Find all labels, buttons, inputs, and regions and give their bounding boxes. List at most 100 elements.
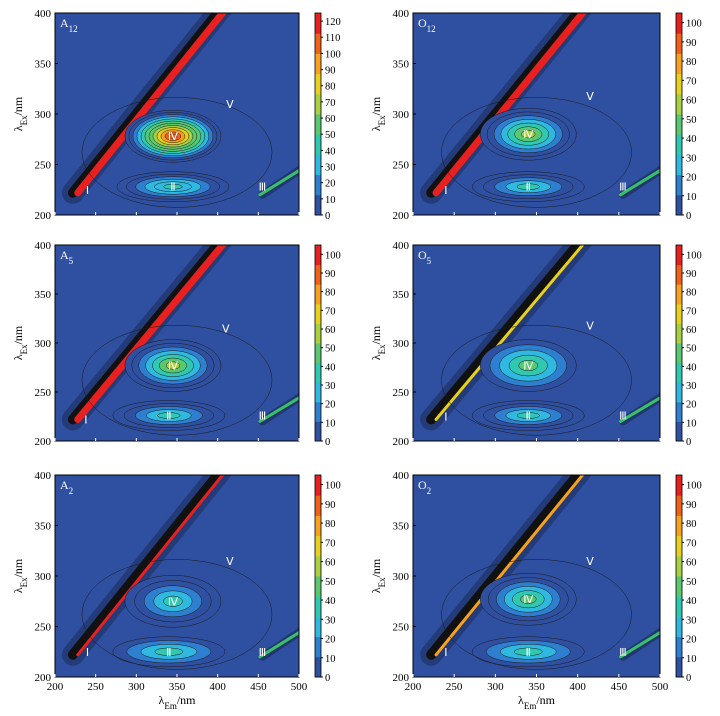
y-tick-label: 400 <box>393 240 410 252</box>
y-tick-label: 350 <box>393 289 410 301</box>
colorbar-frame <box>314 244 322 442</box>
colorbar-tick-label: 0 <box>686 437 691 448</box>
colorbar-segment <box>315 555 321 577</box>
colorbar-tick-label: 20 <box>325 400 336 411</box>
peak-contour <box>168 133 178 139</box>
colorbar-segment <box>676 636 682 658</box>
colorbar-segment <box>676 174 682 196</box>
colorbar: 0 10 20 30 40 50 60 70 80 90 100 <box>675 474 702 684</box>
colorbar-segment <box>315 264 321 285</box>
colorbar-tick-label: 50 <box>686 344 697 355</box>
colorbar-segment <box>676 343 682 364</box>
colorbar-segment <box>315 382 321 403</box>
eem-panel-2: Ⅰ Ⅱ Ⅲ Ⅳ Ⅴ A5 200 250 300 350 400 λEx/nm 0 10 20 30 40 50 6… <box>11 240 341 448</box>
y-tick-label: 200 <box>35 210 52 222</box>
region-v-contour <box>441 559 632 670</box>
colorbar-segment <box>315 421 321 442</box>
eem-panel-3: Ⅰ Ⅱ Ⅲ Ⅳ Ⅴ O5 200 250 300 350 400 λEx/nm 0 10 20 30 40 50 6… <box>369 240 702 448</box>
scatter-band-core <box>74 13 228 197</box>
panel-label: O5 <box>418 248 432 266</box>
colorbar-frame <box>675 474 683 678</box>
y-tick-label: 350 <box>35 59 52 71</box>
peak-label: Ⅴ <box>226 556 234 568</box>
colorbar-tick-label: 50 <box>325 344 336 355</box>
colorbar-segment <box>315 245 321 266</box>
peak-label: Ⅴ <box>586 556 594 568</box>
colorbar-tick-label: 10 <box>325 195 336 206</box>
colorbar-tick-label: 60 <box>686 558 697 569</box>
peak-label: Ⅳ <box>523 129 534 141</box>
peak-label: Ⅴ <box>586 320 594 332</box>
colorbar-segment <box>315 475 321 496</box>
peak-label: Ⅰ <box>444 412 447 424</box>
peak-label: Ⅰ <box>86 185 89 197</box>
eem-panel-1: Ⅰ Ⅱ Ⅲ Ⅳ Ⅴ O12 200 250 300 350 400 λEx/nm 0 10 20 30 40 50… <box>369 8 702 222</box>
colorbar: 0 10 20 30 40 50 60 70 80 90 100 <box>675 12 702 222</box>
colorbar-segment <box>315 73 321 95</box>
colorbar-segment <box>315 174 321 196</box>
colorbar-tick-label: 120 <box>325 17 341 28</box>
panel-label: A5 <box>60 248 74 266</box>
second-order-band <box>258 396 299 423</box>
colorbar-tick-label: 70 <box>325 306 336 317</box>
peak-label: Ⅲ <box>259 647 267 659</box>
colorbar-segment <box>315 576 321 597</box>
colorbar-segment <box>315 596 321 617</box>
second-order-band <box>618 630 660 659</box>
colorbar-tick-label: 0 <box>686 211 691 222</box>
y-tick-label: 250 <box>393 387 410 399</box>
colorbar-segment <box>315 616 321 638</box>
peak-contour <box>154 647 184 656</box>
region-v-contour <box>81 559 273 670</box>
colorbar-tick-label: 70 <box>325 98 336 109</box>
colorbar-segment <box>676 401 682 422</box>
panel-label: A2 <box>60 478 73 496</box>
x-axis-label: λEm/nm <box>159 693 197 711</box>
peak-contour <box>157 412 181 419</box>
scatter-band-core <box>432 13 588 197</box>
colorbar-segment <box>315 401 321 422</box>
colorbar-tick-label: 90 <box>325 500 336 511</box>
colorbar-tick-label: 80 <box>325 288 336 299</box>
y-axis-label: λEx/nm <box>369 96 387 131</box>
colorbar-segment <box>676 134 682 155</box>
colorbar-tick-label: 50 <box>686 115 697 126</box>
colorbar-segment <box>676 53 682 75</box>
peak-contour <box>518 360 539 371</box>
colorbar-tick-label: 10 <box>686 654 697 665</box>
colorbar-tick-label: 110 <box>325 33 340 44</box>
peak-contour <box>163 595 183 607</box>
colorbar-tick-label: 100 <box>686 481 702 492</box>
colorbar-segment <box>676 475 682 496</box>
second-order-band <box>618 396 660 423</box>
colorbar-tick-label: 30 <box>686 153 697 164</box>
y-tick-label: 350 <box>35 289 52 301</box>
colorbar-segment <box>676 616 682 638</box>
y-tick-label: 300 <box>393 338 410 350</box>
colorbar-segment <box>676 303 682 324</box>
colorbar-segment <box>315 134 321 155</box>
y-tick-label: 300 <box>393 109 410 121</box>
peak-label: Ⅴ <box>586 91 594 103</box>
scatter-band-core <box>434 475 585 657</box>
colorbar-segment <box>315 284 321 305</box>
panel-label: O2 <box>418 478 431 496</box>
colorbar-segment <box>676 114 682 135</box>
y-tick-label: 250 <box>35 160 52 172</box>
colorbar-tick-label: 70 <box>325 538 336 549</box>
y-axis-label: λEx/nm <box>369 325 387 360</box>
x-axis-label: λEm/nm <box>518 693 556 711</box>
y-tick-label: 200 <box>393 210 410 222</box>
colorbar-tick-label: 20 <box>325 179 336 190</box>
colorbar-tick-label: 20 <box>686 400 697 411</box>
y-tick-label: 200 <box>393 672 410 684</box>
colorbar-segment <box>315 656 321 678</box>
colorbar-segment <box>315 53 321 75</box>
colorbar-tick-label: 100 <box>686 250 702 261</box>
colorbar-tick-label: 80 <box>325 82 336 93</box>
colorbar-segment <box>676 93 682 115</box>
peak-contour <box>521 130 536 139</box>
second-order-band <box>258 168 299 197</box>
colorbar-tick-label: 90 <box>325 269 336 280</box>
peak-label: Ⅰ <box>86 647 89 659</box>
